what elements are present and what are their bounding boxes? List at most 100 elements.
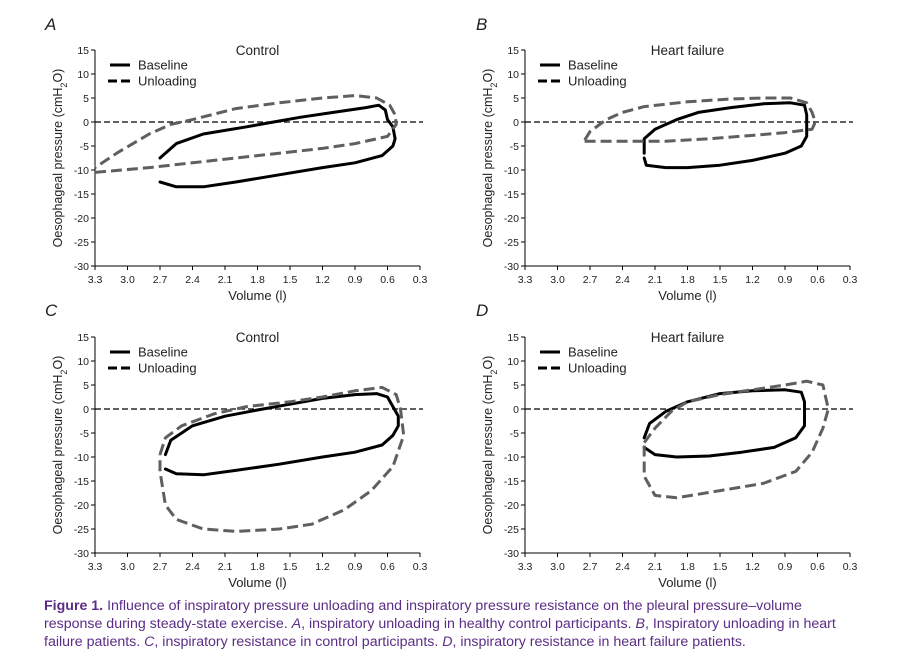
y-axis-label: Oesophageal pressure (cmH2O): [51, 69, 69, 248]
y-tick-label: -30: [504, 548, 519, 560]
x-tick-label: 1.5: [283, 561, 298, 573]
series-line-unloading: [94, 94, 398, 174]
panel-label: D: [476, 301, 488, 320]
x-axis-label: Volume (l): [658, 575, 717, 590]
y-tick-label: -20: [504, 213, 519, 225]
y-tick-label: 10: [507, 69, 519, 81]
x-axis-label: Volume (l): [658, 288, 717, 303]
x-tick-label: 2.7: [583, 561, 598, 573]
x-tick-label: 3.0: [550, 274, 565, 286]
subscript: 2: [489, 370, 499, 375]
y-axis-label: Oesophageal pressure (cmH2O): [481, 356, 499, 535]
x-tick-label: 1.5: [713, 561, 728, 573]
x-tick-label: 0.3: [413, 561, 428, 573]
panel-d: D Heart failure 15 10 5 0 -5 -10 -15 -20 -25 -303.3…: [476, 301, 857, 590]
x-tick-label: 1.8: [680, 561, 695, 573]
x-tick-label: 2.7: [153, 274, 168, 286]
y-tick-label: 10: [77, 69, 89, 81]
y-tick-label: -15: [504, 189, 519, 201]
y-tick-label: -15: [504, 476, 519, 488]
x-tick-label: 3.0: [120, 561, 135, 573]
caption-text-3: , Inspiratory unloading in heart failure…: [44, 616, 836, 650]
y-tick-label: -30: [74, 261, 89, 273]
x-tick-label: 2.4: [185, 561, 200, 573]
y-axis-label: Oesophageal pressure (cmH2O): [51, 356, 69, 535]
panel-label: B: [476, 15, 487, 34]
y-tick-label: 5: [83, 93, 89, 105]
y-tick-label: -20: [74, 500, 89, 512]
x-tick-label: 0.9: [348, 274, 363, 286]
x-tick-label: 1.2: [315, 561, 330, 573]
y-tick-label: 15: [507, 45, 519, 57]
y-tick-label: -10: [74, 165, 89, 177]
x-tick-label: 2.1: [648, 561, 663, 573]
legend-label-unloading: Unloading: [138, 74, 197, 89]
x-tick-label: 3.3: [88, 274, 103, 286]
y-tick-label: 0: [83, 117, 89, 129]
x-tick-label: 1.8: [250, 561, 265, 573]
x-tick-label: 0.9: [778, 561, 793, 573]
y-tick-label: -20: [504, 500, 519, 512]
panel-title: Control: [236, 330, 280, 345]
panel-title: Heart failure: [651, 43, 725, 58]
y-tick-label: 10: [507, 356, 519, 368]
x-tick-label: 0.6: [380, 561, 395, 573]
x-tick-label: 3.0: [550, 561, 565, 573]
legend-label-unloading: Unloading: [138, 361, 197, 376]
y-tick-label: 5: [513, 380, 519, 392]
x-tick-label: 1.5: [713, 274, 728, 286]
x-tick-label: 0.9: [778, 274, 793, 286]
x-tick-label: 2.1: [648, 274, 663, 286]
legend-label-baseline: Baseline: [138, 345, 188, 360]
x-axis-label: Volume (l): [228, 575, 287, 590]
y-tick-label: -10: [74, 452, 89, 464]
caption-text-4: , inspiratory resistance in control part…: [154, 634, 443, 650]
series-line-unloading: [158, 385, 406, 533]
subscript: 2: [59, 370, 69, 375]
legend-label-unloading: Unloading: [568, 74, 627, 89]
x-tick-label: 0.6: [810, 274, 825, 286]
x-tick-label: 2.7: [583, 274, 598, 286]
x-tick-label: 1.2: [315, 274, 330, 286]
series-line-baseline: [163, 392, 400, 477]
x-tick-label: 1.5: [283, 274, 298, 286]
x-tick-label: 0.3: [843, 561, 858, 573]
legend-label-unloading: Unloading: [568, 361, 627, 376]
panel-label: C: [45, 301, 58, 320]
y-axis-label: Oesophageal pressure (cmH2O): [481, 69, 499, 248]
x-tick-label: 2.4: [615, 561, 630, 573]
y-tick-label: 0: [513, 117, 519, 129]
y-tick-label: -30: [74, 548, 89, 560]
panel-title: Heart failure: [651, 330, 725, 345]
y-tick-label: -25: [504, 524, 519, 536]
y-tick-label: 5: [513, 93, 519, 105]
series-line-baseline: [642, 388, 806, 459]
caption-ref-c: C: [144, 634, 155, 650]
x-tick-label: 0.6: [380, 274, 395, 286]
series-line-unloading: [642, 379, 830, 500]
x-axis-label: Volume (l): [228, 288, 287, 303]
x-tick-label: 3.3: [518, 274, 533, 286]
x-tick-label: 0.9: [348, 561, 363, 573]
y-tick-label: -5: [80, 141, 89, 153]
y-tick-label: 0: [83, 404, 89, 416]
caption-ref-d: D: [442, 634, 453, 650]
legend-label-baseline: Baseline: [138, 58, 188, 73]
subscript: 2: [489, 83, 499, 88]
x-tick-label: 2.4: [615, 274, 630, 286]
caption-label: Figure 1.: [44, 598, 104, 614]
y-tick-label: -5: [510, 141, 519, 153]
x-tick-label: 0.6: [810, 561, 825, 573]
y-tick-label: -15: [74, 476, 89, 488]
y-tick-label: 10: [77, 356, 89, 368]
caption-text-1: Influence of inspiratory pressure unload…: [44, 598, 802, 632]
x-tick-label: 1.8: [680, 274, 695, 286]
x-tick-label: 3.0: [120, 274, 135, 286]
x-tick-label: 2.1: [218, 274, 233, 286]
series-line-unloading: [583, 96, 817, 143]
panel-c: C Control 15 10 5 0 -5 -10 -15 -20 -25 -303.3 3.0 2.7…: [45, 301, 427, 590]
y-tick-label: -30: [504, 261, 519, 273]
x-tick-label: 2.4: [185, 274, 200, 286]
x-tick-label: 2.7: [153, 561, 168, 573]
